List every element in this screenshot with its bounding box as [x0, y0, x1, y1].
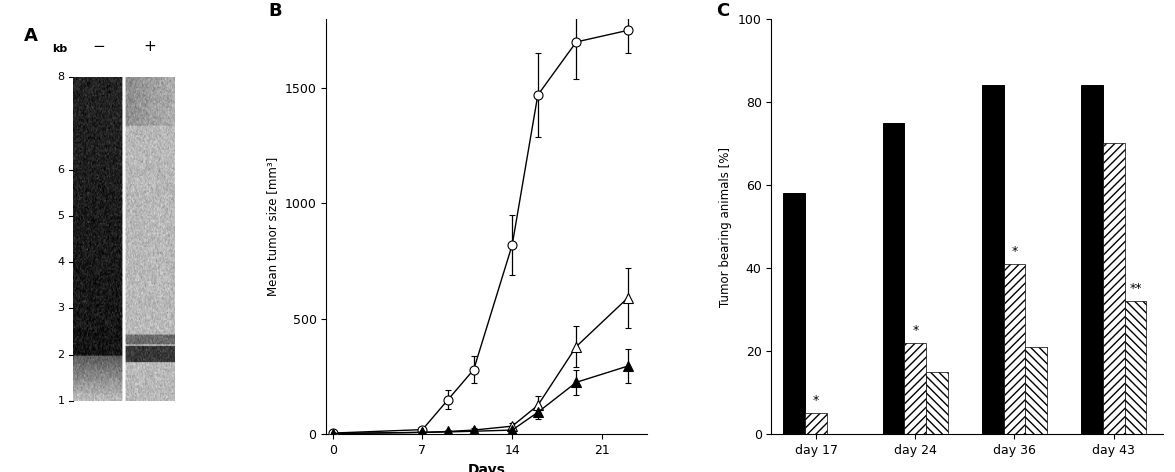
X-axis label: Days: Days [468, 463, 505, 472]
Text: +: + [143, 39, 156, 54]
Bar [982, 85, 1003, 434]
Text: 3: 3 [58, 303, 65, 313]
Text: B: B [269, 2, 282, 20]
Bar [805, 413, 827, 434]
Y-axis label: Tumor bearing animals [%]: Tumor bearing animals [%] [719, 147, 732, 306]
Text: A: A [24, 27, 38, 45]
Bar [1103, 143, 1124, 434]
Text: 6: 6 [58, 165, 65, 175]
Text: −: − [93, 39, 105, 54]
Y-axis label: Mean tumor size [mm³]: Mean tumor size [mm³] [266, 157, 280, 296]
Text: C: C [717, 2, 730, 20]
Bar [882, 123, 905, 434]
Text: kb: kb [52, 44, 67, 54]
Text: 8: 8 [58, 72, 65, 82]
Text: 2: 2 [58, 350, 65, 360]
Text: **: ** [1129, 282, 1142, 295]
Text: 5: 5 [58, 211, 65, 221]
Text: *: * [813, 394, 819, 407]
Bar [1081, 85, 1103, 434]
Bar [784, 194, 805, 434]
Bar [1026, 347, 1047, 434]
Text: 4: 4 [58, 257, 65, 267]
Bar [905, 343, 926, 434]
Bar [1124, 301, 1147, 434]
Bar [926, 372, 948, 434]
Text: *: * [1012, 244, 1018, 258]
Text: 1: 1 [58, 396, 65, 406]
Text: *: * [912, 324, 919, 337]
Bar [1003, 264, 1026, 434]
